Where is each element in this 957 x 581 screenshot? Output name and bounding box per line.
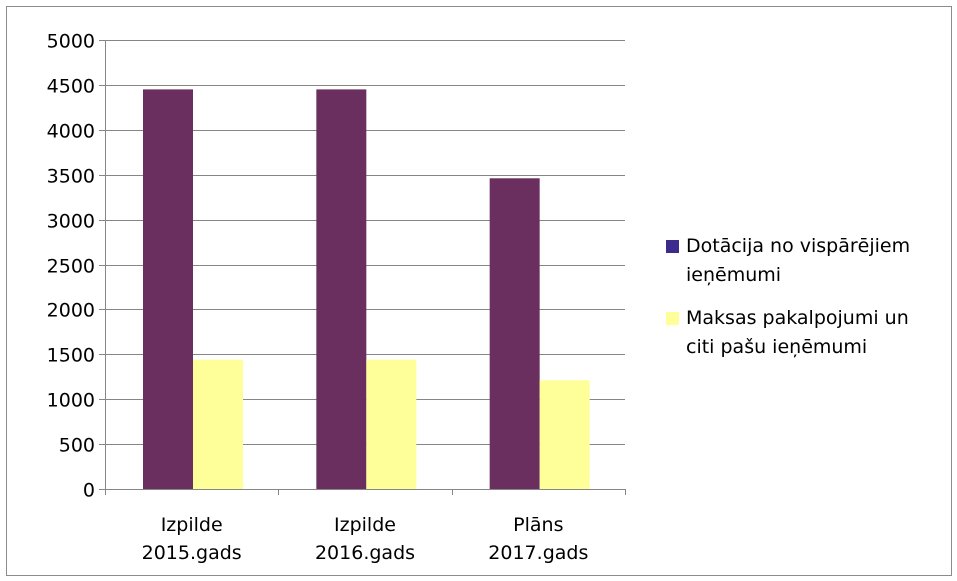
legend: Dotācija no vispārējiem ieņēmumi Maksas … (666, 232, 956, 376)
y-tick-label: 3000 (47, 211, 95, 233)
x-tick-label: Izpilde (161, 514, 223, 536)
bar (193, 359, 243, 489)
x-tick-label: Plāns (513, 514, 563, 536)
bar (143, 89, 193, 489)
x-axis-tick-labels: Izpilde 2015.gads Izpilde 2016.gads Plāns 201… (142, 514, 589, 564)
x-tick-label: 2016.gads (315, 542, 415, 564)
x-tick-label: 2017.gads (488, 542, 588, 564)
legend-swatch-maksas (666, 312, 679, 325)
y-tick-label: 2500 (47, 256, 95, 278)
legend-swatch-dotacija (666, 240, 679, 253)
y-tick-label: 2000 (47, 300, 95, 322)
y-tick-label: 3500 (47, 166, 95, 188)
y-tick-label: 0 (83, 480, 95, 502)
bar (366, 359, 417, 489)
bar (489, 178, 540, 490)
x-tick-label: Izpilde (334, 514, 396, 536)
legend-label: Maksas pakalpojumi un citi pašu ieņēmumi (686, 307, 909, 358)
y-tick-label: 1500 (47, 345, 95, 367)
y-axis-tick-labels: 0 500 1000 1500 2000 2500 3000 3500 4000 4500 5000 (47, 31, 95, 502)
bars (143, 89, 590, 490)
y-tick-label: 4500 (47, 76, 95, 98)
legend-item-dotacija: Dotācija no vispārējiem ieņēmumi (666, 232, 956, 290)
bar (539, 380, 590, 489)
axes (99, 40, 626, 495)
y-tick-label: 500 (59, 435, 95, 457)
legend-label: Dotācija no vispārējiem ieņēmumi (686, 235, 911, 286)
x-tick-label: 2015.gads (142, 542, 242, 564)
y-tick-label: 4000 (47, 121, 95, 143)
y-tick-label: 5000 (47, 31, 95, 53)
legend-item-maksas: Maksas pakalpojumi un citi pašu ieņēmumi (666, 304, 956, 362)
y-tick-label: 1000 (47, 390, 95, 412)
bar (316, 89, 367, 489)
